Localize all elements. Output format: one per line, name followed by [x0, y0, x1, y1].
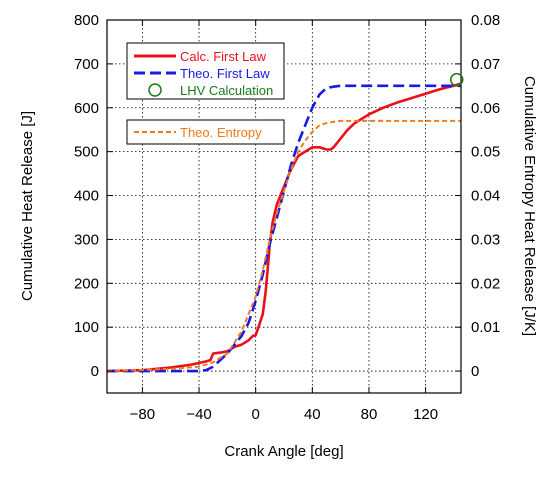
x-tick-label: 40	[304, 406, 321, 423]
legend-label-theo-entropy: Theo. Entropy	[180, 125, 262, 140]
x-tick-label: 0	[252, 406, 260, 423]
x-tick-label: −40	[186, 406, 211, 423]
y2-tick-label: 0.05	[471, 144, 500, 161]
plot-frame	[106, 19, 462, 394]
marker-layer	[450, 72, 464, 87]
legend-label-theo-first-law: Theo. First Law	[180, 66, 270, 81]
y2-tick-label: 0	[471, 363, 479, 380]
y2-tick-label: 0.07	[471, 56, 500, 73]
y2-tick-label: 0.04	[471, 188, 500, 205]
legend-label-calc-first-law: Calc. First Law	[180, 49, 267, 64]
y-tick-label: 700	[74, 56, 99, 73]
x-tick-label: −80	[130, 406, 155, 423]
y-tick-label: 500	[74, 144, 99, 161]
y-axis-label: Cumulative Heat Release [J]	[19, 111, 36, 301]
series-lhv-calculation-marker	[450, 72, 464, 87]
legend-swatch-lhv-calculation	[148, 83, 162, 97]
y-tick-label: 400	[74, 188, 99, 205]
x-tick-label: 120	[413, 406, 438, 423]
y-tick-label: 300	[74, 231, 99, 248]
ticks	[107, 19, 461, 393]
legend-box-entropy: Theo. Entropy	[126, 119, 285, 145]
y2-tick-label: 0.02	[471, 275, 500, 292]
series-theo-entropy-line	[107, 119, 461, 373]
tick-labels: −80 −40 0 40 80 120 0 100 200 300 400 500 600 700 800 0…	[74, 12, 500, 423]
y-tick-label: 0	[91, 363, 99, 380]
legend-label-lhv-calculation: LHV Calculation	[180, 83, 273, 98]
series-layer	[107, 82, 461, 373]
y2-tick-label: 0.08	[471, 12, 500, 29]
y2-tick-label: 0.01	[471, 319, 500, 336]
y2-tick-label: 0.03	[471, 231, 500, 248]
y-tick-label: 200	[74, 275, 99, 292]
x-tick-label: 80	[361, 406, 378, 423]
x-axis-label: Crank Angle [deg]	[224, 443, 343, 460]
series-calc-first-law-line	[107, 82, 461, 373]
legend-frame	[126, 42, 285, 100]
y-tick-label: 100	[74, 319, 99, 336]
y-tick-label: 600	[74, 100, 99, 117]
series-theo-first-law-line	[107, 84, 461, 373]
y-tick-label: 800	[74, 12, 99, 29]
y2-axis-label: Cumulative Entropy Heat Release [J/K]	[521, 76, 538, 336]
y2-tick-label: 0.06	[471, 100, 500, 117]
legend-box-first-law: Calc. First Law Theo. First Law LHV Calc…	[126, 42, 285, 100]
